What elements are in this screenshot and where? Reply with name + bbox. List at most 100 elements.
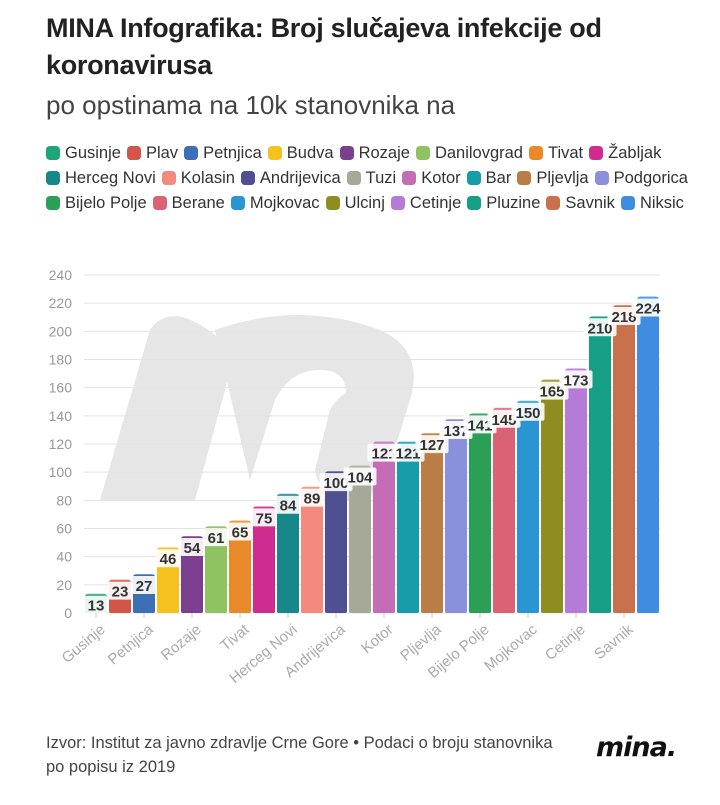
legend-swatch xyxy=(546,196,561,210)
legend-item[interactable]: Plav xyxy=(126,144,178,162)
data-label-background xyxy=(228,522,252,541)
legend-label: Bar xyxy=(485,169,512,187)
x-tick-label: Savnik xyxy=(591,621,637,663)
legend-item[interactable]: Herceg Novi xyxy=(46,169,156,187)
legend-label: Berane xyxy=(171,194,225,212)
legend-label: Petnjica xyxy=(203,144,262,162)
legend-label: Podgorica xyxy=(613,169,688,187)
legend-item[interactable]: Tuzi xyxy=(346,169,397,187)
data-label: 104 xyxy=(347,470,373,487)
legend-item[interactable]: Savnik xyxy=(546,194,615,212)
data-label-background xyxy=(156,549,180,568)
legend-swatch xyxy=(402,171,417,185)
bar[interactable] xyxy=(228,521,252,613)
bar[interactable] xyxy=(492,408,516,613)
data-label: 46 xyxy=(160,551,177,568)
bar[interactable] xyxy=(204,527,228,613)
mina-logo: mina. xyxy=(596,732,677,763)
legend-item[interactable]: Danilovgrad xyxy=(415,144,523,162)
legend-item[interactable]: Andrijevica xyxy=(240,169,341,187)
bar[interactable] xyxy=(636,297,660,613)
bar[interactable] xyxy=(516,401,540,613)
x-tick-label: Mojkovac xyxy=(481,621,541,675)
y-tick-label: 240 xyxy=(49,267,73,283)
x-tick-label: Kotor xyxy=(358,621,396,657)
legend-item[interactable]: Rozaje xyxy=(339,144,410,162)
legend-swatch xyxy=(346,171,361,185)
legend-item[interactable]: Ulcinj xyxy=(325,194,385,212)
y-tick-label: 200 xyxy=(49,323,73,339)
legend-item[interactable]: Niksic xyxy=(620,194,684,212)
data-label: 150 xyxy=(515,405,540,422)
legend-item[interactable]: Bijelo Polje xyxy=(46,194,147,212)
legend-swatch xyxy=(517,171,532,185)
bar[interactable] xyxy=(564,369,588,613)
legend-item[interactable]: Berane xyxy=(152,194,225,212)
legend-item[interactable]: Pljevlja xyxy=(517,169,589,187)
legend-label: Gusinje xyxy=(65,144,121,162)
legend-item[interactable]: Gusinje xyxy=(46,144,121,162)
legend-label: Savnik xyxy=(565,194,615,212)
bar[interactable] xyxy=(468,414,492,613)
bar[interactable] xyxy=(180,536,204,613)
data-label: 89 xyxy=(304,491,321,508)
legend-label: Kolasin xyxy=(180,169,235,187)
bar[interactable] xyxy=(396,442,420,613)
legend-swatch xyxy=(161,171,176,185)
source-note: Izvor: Institut za javno zdravlje Crne G… xyxy=(46,734,553,776)
legend-label: Pljevlja xyxy=(536,169,589,187)
bar[interactable] xyxy=(252,507,276,613)
legend-swatch xyxy=(589,146,604,160)
legend-label: Tuzi xyxy=(365,169,397,187)
data-label-background xyxy=(276,495,300,514)
legend-item[interactable]: Petnjica xyxy=(184,144,262,162)
legend-item[interactable]: Budva xyxy=(267,144,334,162)
data-label: 61 xyxy=(208,530,225,547)
y-tick-label: 160 xyxy=(49,380,73,396)
chart-subtitle: po opstinama na 10k stanovnika na xyxy=(46,90,456,120)
legend-swatch xyxy=(325,196,340,210)
bar[interactable] xyxy=(612,305,636,613)
bar[interactable] xyxy=(324,472,348,613)
legend-item[interactable]: Pluzine xyxy=(467,194,540,212)
y-axis: 0 20 40 60 80 100 120 140 160 180 200 220 240 xyxy=(49,267,73,621)
legend-swatch xyxy=(46,171,60,185)
bar[interactable] xyxy=(300,487,324,613)
data-label-background xyxy=(252,508,276,527)
legend-label: Niksic xyxy=(639,194,684,212)
data-label: 165 xyxy=(539,384,564,401)
data-label-background xyxy=(559,370,593,389)
legend-item[interactable]: Kotor xyxy=(402,169,461,187)
legend-item[interactable]: Kolasin xyxy=(161,169,235,187)
legend-swatch xyxy=(339,146,354,160)
data-label: 84 xyxy=(280,498,297,515)
data-label: 137 xyxy=(443,423,468,440)
legend-label: Danilovgrad xyxy=(434,144,523,162)
legend-label: Žabljak xyxy=(608,144,662,162)
legend-label: Cetinje xyxy=(409,194,462,212)
bar[interactable] xyxy=(348,466,372,613)
data-label: 141 xyxy=(467,417,492,434)
legend-item[interactable]: Žabljak xyxy=(589,144,661,162)
legend-item[interactable]: Tivat xyxy=(529,144,583,162)
y-tick-label: 40 xyxy=(56,549,72,565)
data-label: 54 xyxy=(184,540,201,557)
data-label-background xyxy=(84,595,108,614)
bar[interactable] xyxy=(540,380,564,613)
legend-swatch xyxy=(46,196,60,210)
legend-item[interactable]: Podgorica xyxy=(594,169,688,187)
data-label: 121 xyxy=(371,446,396,463)
legend-item[interactable]: Mojkovac xyxy=(230,194,320,212)
legend-item[interactable]: Cetinje xyxy=(390,194,462,212)
bar[interactable] xyxy=(372,442,396,613)
legend-swatch xyxy=(267,146,282,160)
bar[interactable] xyxy=(276,494,300,613)
legend-item[interactable]: Bar xyxy=(466,169,512,187)
data-label: 13 xyxy=(88,598,105,615)
bar[interactable] xyxy=(420,434,444,613)
data-label: 127 xyxy=(419,437,444,454)
bar[interactable] xyxy=(588,317,612,613)
y-tick-label: 60 xyxy=(56,521,72,537)
bar[interactable] xyxy=(444,420,468,613)
